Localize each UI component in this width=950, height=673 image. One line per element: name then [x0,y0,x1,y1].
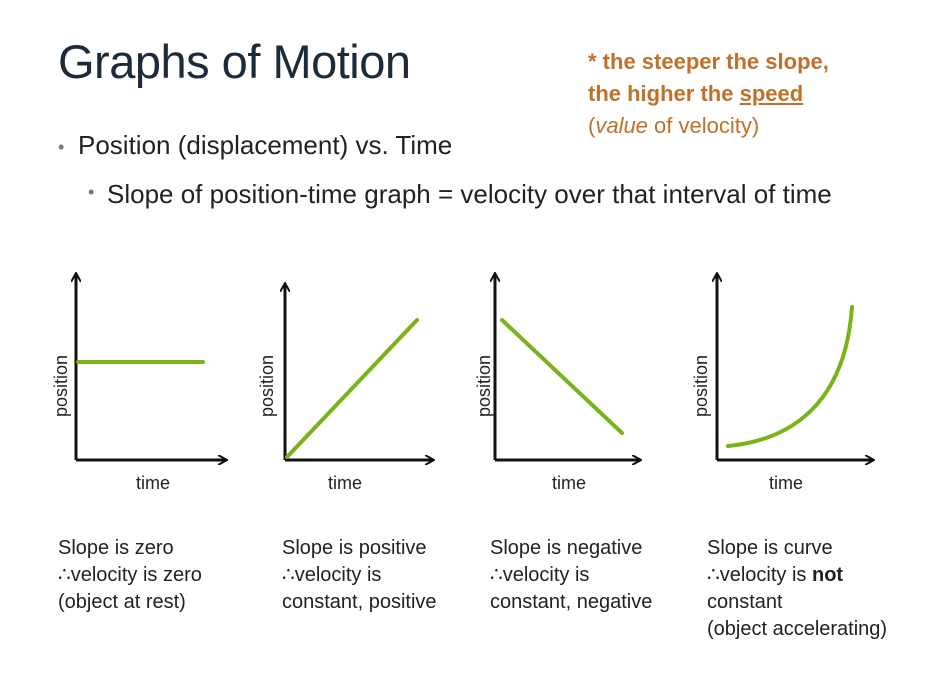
caption-line: Slope is curve [707,537,833,559]
title: Graphs of Motion [58,35,411,88]
x-label: time [552,473,586,493]
caption-line: constant [707,591,783,613]
caption-line: Slope is zero [58,537,174,559]
note-line: the higher the speed [588,81,803,107]
note-line: (value of velocity) [588,113,759,139]
x-label: time [769,473,803,493]
axes [76,274,873,460]
caption: Slope is curve ∴velocity is not constant… [707,535,887,643]
y-label: position [257,355,277,417]
motion-lines [76,305,854,459]
caption-line: constant, positive [282,591,437,613]
caption-line: (object accelerating) [707,618,888,640]
caption-line: constant, negative [490,591,653,613]
caption: Slope is negative ∴velocity is constant,… [490,535,652,616]
bullet: Slope of position-time graph = velocity … [107,179,832,209]
note-italic: value [595,113,648,138]
caption-line: ∴velocity is [490,564,590,586]
note-line: * the steeper the slope, [588,49,829,74]
caption-line: Slope is negative [490,537,643,559]
y-label: position [51,355,71,417]
caption-text: ∴velocity is [707,564,807,586]
bullet-dot: • [88,182,95,202]
caption-line: Slope is positive [282,537,427,559]
note-text: of velocity) [654,113,760,138]
y-label: position [691,355,711,417]
note-emphasis: speed [739,81,804,106]
y-label: position [474,355,494,417]
x-label: time [328,473,362,493]
caption-line: ∴velocity is [282,564,382,586]
caption-line: ∴velocity is zero [58,564,202,586]
caption: Slope is zero ∴velocity is zero (object … [58,535,202,616]
caption-line: (object at rest) [58,591,186,613]
note-text: the higher the [588,81,734,106]
note-text: ( [588,113,596,138]
caption: Slope is positive ∴velocity is constant,… [282,535,437,616]
bullet: Position (displacement) vs. Time [78,130,453,160]
bullet-dot: • [58,137,65,157]
caption-line: ∴velocity is not [707,562,887,589]
caption-bold: not [811,564,844,586]
x-label: time [136,473,170,493]
